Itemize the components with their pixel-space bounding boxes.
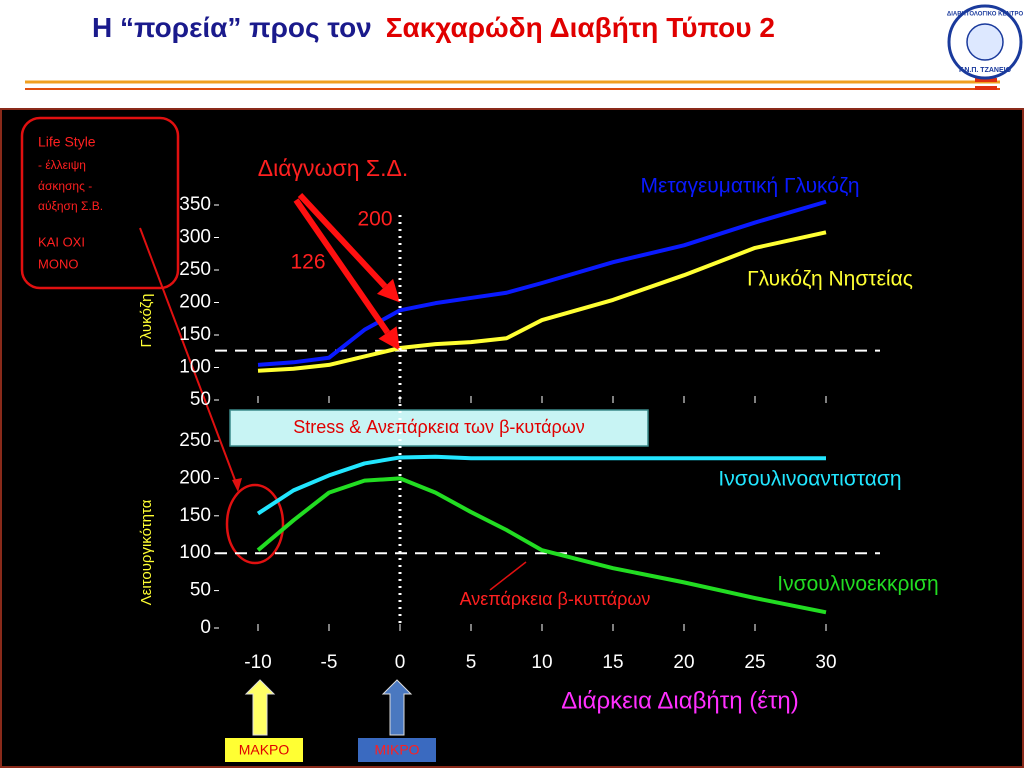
micro-arrow — [381, 679, 413, 736]
y-tick-label: 300 — [179, 227, 211, 248]
macro-label: ΜΑΚΡΟ — [239, 742, 290, 758]
series-line — [256, 476, 827, 615]
series-line — [257, 230, 827, 373]
x-tick-label: 15 — [602, 652, 623, 673]
macro-arrow — [244, 679, 276, 736]
micro-box — [358, 738, 436, 762]
title-text: Η “πορεία” προς τον — [92, 12, 372, 43]
marker-label: 200 — [357, 208, 392, 231]
x-tick-label: 20 — [673, 652, 694, 673]
y-tick-label: 100 — [179, 357, 211, 378]
annotation-arrow — [489, 561, 527, 591]
y-axis-label: Γλυκόζη — [138, 294, 155, 348]
lifestyle-line: άσκησης - — [38, 179, 92, 193]
y-tick-label: 250 — [179, 430, 211, 451]
y-tick-label: 350 — [179, 194, 211, 215]
annotation: Διάγνωση Σ.Δ. — [258, 155, 408, 181]
x-tick-label: -5 — [321, 652, 338, 673]
series-label: Ινσουλινοεκκριση — [777, 573, 938, 596]
lifestyle-box — [20, 116, 180, 290]
arrow-head — [376, 278, 400, 303]
marker-arrow — [297, 192, 388, 289]
series-label: Ινσουλινοαντισταση — [718, 468, 901, 491]
y-tick-label: 250 — [179, 259, 211, 280]
series-label: Μεταγευματική Γλυκόζη — [640, 175, 859, 198]
y-axis-label: Λειτουργικότητα — [138, 499, 155, 605]
stress-box — [229, 409, 649, 447]
lifestyle-title: Life Style — [38, 134, 96, 150]
x-tick-label: -10 — [244, 652, 271, 673]
marker-label: 126 — [290, 251, 325, 274]
title-highlight: Σακχαρώδη Διαβήτη Τύπου 2 — [386, 12, 775, 43]
x-tick-label: 0 — [395, 652, 406, 673]
plot: 50100150200250300350ΓλυκόζηΜεταγευματική… — [138, 155, 939, 714]
arrow-head — [232, 478, 242, 492]
lifestyle-extra: ΚΑΙ ΟΧΙ — [38, 234, 85, 249]
header-accent — [975, 86, 997, 90]
y-tick-label: 50 — [190, 389, 211, 410]
logo-text: Γ.Ν.Π. ΤΖΑΝΕΙΟ — [959, 67, 1012, 74]
series-line — [257, 199, 827, 367]
logo-center — [966, 23, 1004, 61]
stress-text: Stress & Ανεπάρκεια των β-κυτάρων — [293, 417, 585, 437]
annotation: Ανεπάρκεια β-κυττάρων — [460, 589, 651, 609]
lifestyle-line: - έλλειψη — [38, 158, 86, 172]
highlight-ellipse — [225, 483, 285, 565]
series-label: Γλυκόζη Νηστείας — [747, 268, 913, 291]
arrow-head — [378, 326, 400, 351]
y-tick-label: 100 — [179, 542, 211, 563]
y-tick-label: 0 — [200, 617, 211, 638]
y-tick-label: 50 — [190, 580, 211, 601]
micro-label: ΜΙΚΡΟ — [374, 742, 419, 758]
macro-box — [225, 738, 303, 762]
y-tick-label: 150 — [179, 505, 211, 526]
logo-text: ΔΙΑΒΗΤΟΛΟΓΙΚΟ ΚΕΝΤΡΟ — [947, 12, 1024, 18]
lifestyle-arrow — [139, 227, 239, 489]
lifestyle-line: αύξηση Σ.Β. — [38, 199, 103, 213]
x-tick-label: 10 — [531, 652, 552, 673]
slide-title: Η “πορεία” προς τον Σακχαρώδη Διαβήτη Τύπ… — [92, 12, 775, 43]
y-tick-label: 200 — [179, 292, 211, 313]
x-axis-label: Διάρκεια Διαβήτη (έτη) — [561, 687, 799, 714]
y-tick-label: 200 — [179, 467, 211, 488]
header-accent — [975, 78, 997, 82]
x-tick-label: 25 — [744, 652, 765, 673]
lifestyle-extra: ΜΟΝΟ — [38, 256, 78, 271]
x-tick-label: 5 — [466, 652, 477, 673]
y-tick-label: 150 — [179, 324, 211, 345]
x-tick-label: 30 — [815, 652, 836, 673]
series-line — [256, 454, 826, 516]
marker-arrow — [293, 198, 390, 335]
